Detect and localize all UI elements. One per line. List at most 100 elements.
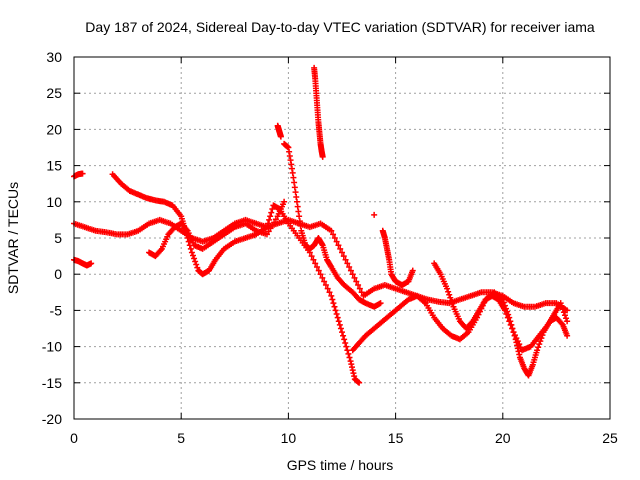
data-point-track-b bbox=[333, 311, 340, 318]
data-point-track-b bbox=[313, 263, 320, 270]
data-point-track-b bbox=[268, 209, 275, 216]
data-point-track-b bbox=[308, 253, 315, 260]
data-point-track-e bbox=[564, 332, 571, 339]
axes: 0 5 10 15 20 25 -20 -15 -10 -5 0 5 10 15 20 25 30 bbox=[42, 49, 618, 446]
data-point-track-e bbox=[535, 344, 542, 351]
data-point-track-a bbox=[347, 267, 354, 274]
data-point-track-b bbox=[342, 339, 349, 346]
data-point-track-b bbox=[194, 264, 201, 271]
data-point-track-f bbox=[510, 329, 517, 336]
data-point-track-f bbox=[513, 335, 520, 342]
y-tick-label: 0 bbox=[54, 266, 62, 282]
data-point-track-b bbox=[336, 321, 343, 328]
x-axis-label: GPS time / hours bbox=[287, 457, 394, 473]
data-point-track-b bbox=[345, 350, 352, 357]
data-point-track-f bbox=[448, 297, 455, 304]
y-tick-label: 25 bbox=[46, 85, 62, 101]
data-point-track-j bbox=[319, 153, 326, 160]
data-point-track-i bbox=[277, 133, 284, 140]
data-point-track-a bbox=[328, 227, 335, 234]
data-point-track-b bbox=[334, 314, 341, 321]
data-point-track-b bbox=[344, 347, 351, 354]
data-point-track-f bbox=[509, 325, 516, 332]
data-point-track-b bbox=[191, 255, 198, 262]
data-point-track-h bbox=[88, 260, 95, 267]
data-point-track-b bbox=[263, 224, 270, 231]
data-point-track-b bbox=[319, 274, 326, 281]
data-point-track-f bbox=[444, 285, 451, 292]
data-point-track-f bbox=[501, 307, 508, 314]
data-point-track-a bbox=[564, 307, 571, 314]
data-point-track-b bbox=[267, 213, 274, 220]
data-point-track-d bbox=[281, 198, 288, 205]
data-point-track-f bbox=[504, 314, 511, 321]
grid bbox=[74, 57, 610, 419]
data-point-track-b bbox=[330, 300, 337, 307]
data-point-track-f bbox=[449, 300, 456, 307]
data-point-track-f bbox=[563, 315, 570, 322]
data-point-track-f bbox=[514, 338, 521, 345]
data-point-track-f bbox=[560, 309, 567, 316]
y-tick-label: -15 bbox=[42, 375, 62, 391]
data-point-track-b bbox=[310, 256, 317, 263]
data-point-track-a bbox=[349, 271, 356, 278]
data-point-track-a bbox=[333, 238, 340, 245]
data-point-track-d bbox=[265, 228, 272, 235]
data-point-track-c bbox=[377, 300, 384, 307]
data-point-track-a bbox=[339, 249, 345, 256]
data-point-track-a bbox=[358, 289, 365, 296]
data-point-track-a bbox=[335, 242, 342, 249]
data-point-track-b bbox=[315, 267, 322, 274]
data-point-track-f bbox=[516, 341, 523, 348]
data-point-track-b bbox=[346, 354, 353, 361]
data-point-track-a bbox=[344, 260, 351, 267]
data-point-track-b bbox=[337, 325, 344, 332]
data-point-track-b bbox=[328, 292, 335, 299]
y-tick-label: 10 bbox=[46, 194, 62, 210]
data-point-track-b bbox=[266, 216, 273, 223]
y-tick-label: -20 bbox=[42, 411, 62, 427]
data-point-track-a bbox=[346, 263, 353, 270]
data-point-track-f bbox=[468, 319, 475, 326]
data-point-track-f bbox=[445, 288, 452, 295]
data-point-track-b bbox=[324, 285, 331, 292]
data-point-track-b bbox=[269, 206, 276, 213]
data-point-track-b bbox=[185, 238, 192, 245]
y-tick-label: 20 bbox=[46, 121, 62, 137]
data-point-track-b bbox=[340, 332, 347, 339]
data-point-track-d bbox=[263, 231, 270, 238]
data-point-track-e bbox=[558, 320, 565, 327]
data-point-track-a bbox=[353, 278, 360, 285]
data-point-track-f bbox=[446, 291, 453, 298]
data-point-track-a bbox=[337, 245, 344, 252]
data-point-track-d bbox=[267, 225, 274, 232]
data-point-track-e bbox=[534, 347, 541, 354]
data-point-track-b bbox=[321, 278, 328, 285]
data-point-track-b bbox=[265, 220, 272, 227]
data-point-track-f bbox=[564, 318, 571, 325]
x-tick-label: 25 bbox=[602, 430, 618, 446]
data-point-track-b bbox=[193, 261, 200, 268]
data-point-track-d bbox=[183, 226, 190, 233]
data-point-track-b bbox=[356, 379, 363, 386]
data-point-track-f bbox=[558, 303, 565, 310]
data-point-track-f bbox=[511, 332, 518, 339]
data-point-track-b bbox=[329, 296, 336, 303]
data-point-track-g bbox=[79, 170, 86, 177]
y-axis-label: SDTVAR / TECUs bbox=[5, 182, 21, 294]
x-tick-label: 10 bbox=[281, 430, 297, 446]
data-point-track-b bbox=[332, 307, 339, 314]
x-tick-label: 20 bbox=[495, 430, 511, 446]
data-point-track-b bbox=[192, 258, 199, 265]
data-point-track-b bbox=[326, 289, 333, 296]
data-point-track-e bbox=[537, 338, 544, 345]
data-point-track-f bbox=[503, 311, 510, 318]
y-tick-label: -5 bbox=[50, 302, 63, 318]
data-point-track-b bbox=[322, 282, 329, 289]
data-point-track-b bbox=[341, 336, 348, 343]
data-point-track-b bbox=[312, 260, 319, 267]
data-point-track-b bbox=[317, 271, 324, 278]
y-tick-label: -10 bbox=[42, 339, 62, 355]
data-point-track-b bbox=[339, 329, 345, 336]
